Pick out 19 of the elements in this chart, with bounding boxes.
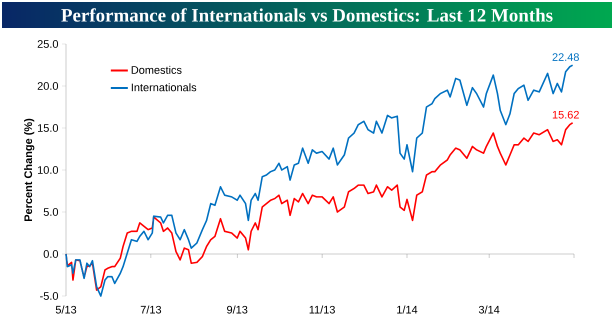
y-tick-label: 10.0: [38, 166, 58, 174]
y-tick-label: -5.0: [40, 292, 58, 300]
chart-title: Performance of Internationals vs Domestics: Last 12 Months: [61, 8, 553, 22]
x-tick-label: 5/13: [56, 306, 76, 314]
x-tick-label: 3/14: [478, 306, 500, 314]
y-axis-title: Percent Change (%): [24, 118, 34, 222]
annotation: 22.48: [552, 53, 579, 61]
annotation: 15.62: [552, 110, 579, 119]
legend-label: Domestics: [132, 66, 182, 74]
y-tick-label: 20.0: [38, 82, 58, 90]
legend-label: Internationals: [132, 83, 196, 92]
x-tick-label: 1/14: [397, 306, 418, 314]
x-tick-label: 7/13: [140, 306, 162, 314]
x-tick-label: 11/13: [310, 306, 335, 314]
x-tick-label: 9/13: [227, 306, 248, 314]
y-tick-label: 25.0: [38, 40, 58, 48]
y-tick-label: 5.0: [44, 208, 58, 216]
y-tick-label: 0.0: [44, 250, 58, 258]
y-tick-label: 15.0: [38, 124, 58, 132]
